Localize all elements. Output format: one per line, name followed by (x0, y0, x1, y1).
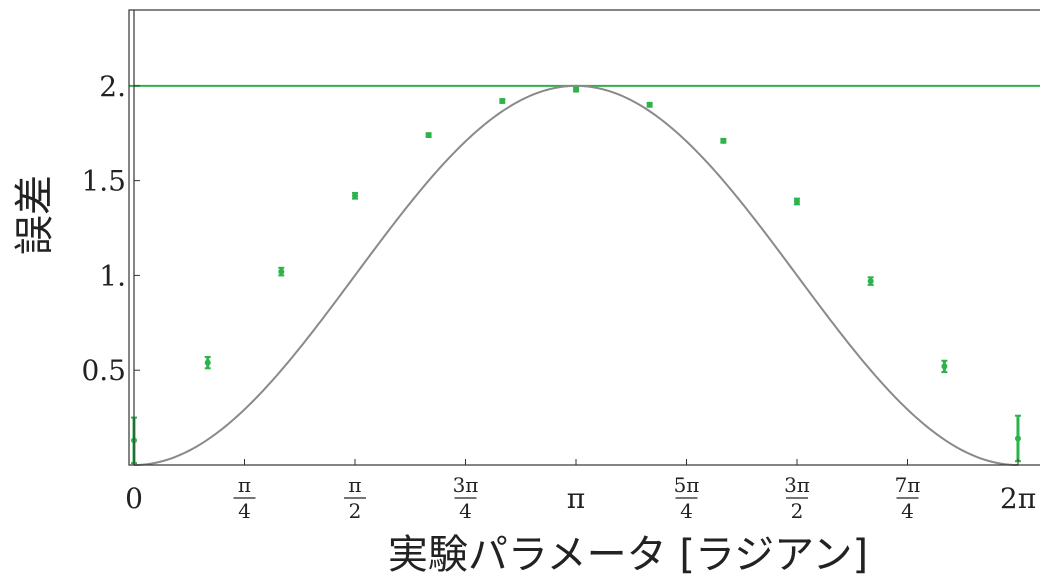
data-point (204, 355, 211, 370)
marker (573, 86, 580, 93)
marker (499, 98, 506, 104)
y-axis-title-text: 誤差 (12, 175, 58, 255)
marker (425, 132, 432, 139)
marker (793, 198, 800, 205)
data-point (352, 191, 359, 200)
x-tick-numerator: 5π (674, 473, 700, 497)
data-point (720, 137, 727, 144)
y-tick-label: 1.5 (81, 165, 126, 198)
y-tick-label: 2. (99, 70, 126, 103)
x-tick-label: 3π4 (453, 473, 479, 523)
x-tick-denominator: 4 (680, 499, 693, 523)
x-axis-title: 実験パラメータ [ラジアン] (388, 532, 868, 577)
data-point (1014, 414, 1021, 463)
x-tick-denominator: 2 (791, 499, 804, 523)
marker (646, 101, 653, 108)
x-tick-denominator: 4 (238, 499, 251, 523)
x-tick-numerator: π (238, 473, 251, 497)
data-point (425, 132, 432, 139)
x-tick-numerator: 3π (784, 473, 810, 497)
y-tick-label: 0.5 (81, 354, 126, 387)
data-point (793, 197, 800, 206)
marker (867, 278, 874, 285)
marker (352, 192, 359, 199)
x-tick-label: 3π2 (784, 473, 810, 523)
data-point (278, 266, 285, 277)
marker (720, 137, 727, 144)
x-tick-numerator: π (348, 473, 361, 497)
plot-frame (128, 9, 1040, 466)
x-tick-label: π2 (344, 473, 366, 523)
x-tick-denominator: 4 (901, 499, 914, 523)
x-tick-label: 5π4 (674, 473, 700, 523)
x-tick-label: π4 (233, 473, 256, 523)
x-tick-label: 2π (1000, 482, 1036, 515)
y-axis-title: 誤差 (12, 175, 58, 255)
marker (1014, 435, 1021, 442)
data-point (573, 86, 580, 93)
data-point (867, 276, 874, 286)
x-tick-label: 7π4 (895, 473, 921, 523)
y-tick-label: 1. (99, 259, 126, 292)
fit-curve (133, 84, 1019, 466)
data-point (499, 98, 506, 104)
x-tick-label: 0 (125, 482, 143, 515)
marker (204, 359, 211, 366)
x-tick-numerator: 7π (895, 473, 921, 497)
marker (941, 363, 948, 370)
marker (278, 268, 285, 275)
x-tick-denominator: 2 (349, 499, 362, 523)
x-tick-numerator: 3π (453, 473, 479, 497)
x-tick-denominator: 4 (459, 499, 472, 523)
plot-area (129, 84, 1040, 466)
data-point (941, 359, 948, 374)
x-tick-label: π (567, 482, 585, 515)
data-point (646, 101, 653, 108)
